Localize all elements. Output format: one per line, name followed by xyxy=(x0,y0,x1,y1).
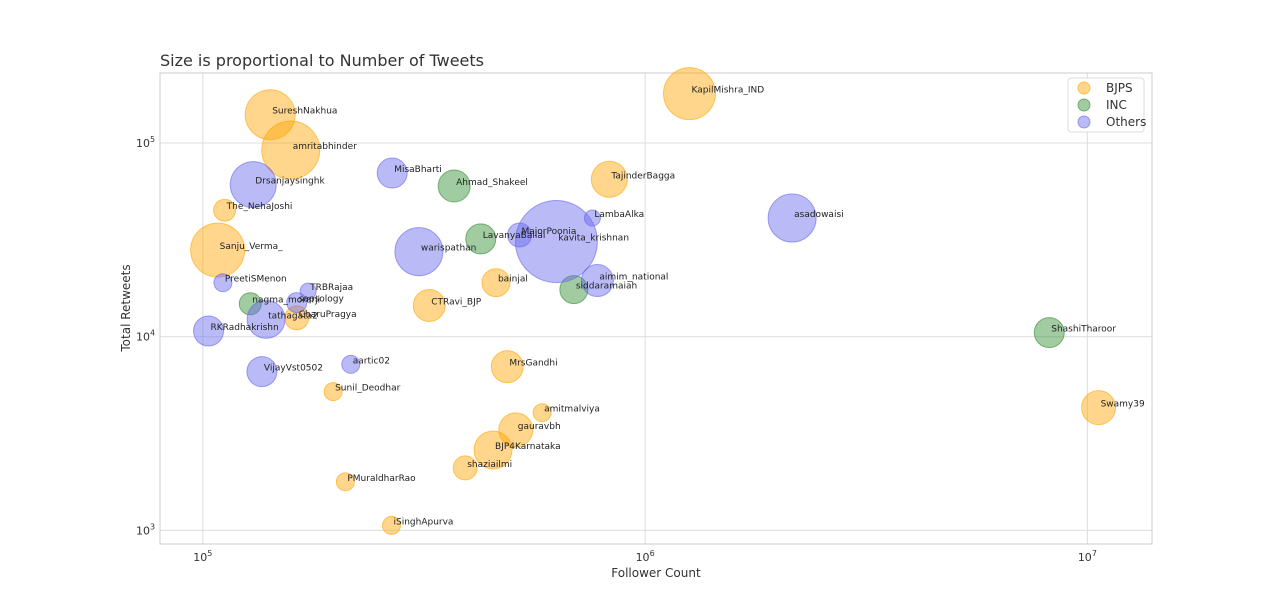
x-tick-label: 105 xyxy=(193,549,212,564)
bubble-label: iSinghApurva xyxy=(393,517,453,527)
bubble-label: ShashiTharoor xyxy=(1051,325,1116,335)
bubble-bjps xyxy=(490,350,524,384)
bubble-label: Sunil_Deodhar xyxy=(335,384,401,394)
bubble-bjps xyxy=(473,430,513,470)
y-axis-title: Total Retweets xyxy=(119,264,133,352)
bubble-others xyxy=(246,299,286,339)
y-tick-label: 104 xyxy=(136,329,155,344)
bubble-others xyxy=(193,315,225,347)
bubble-label: siddaramaiah xyxy=(576,282,637,292)
bubble-label: VijayVst0502 xyxy=(264,364,323,374)
bubble-bjps xyxy=(532,403,552,423)
bubble-inc xyxy=(238,292,262,316)
legend-marker xyxy=(1077,98,1091,112)
bubble-bjps xyxy=(1081,390,1117,426)
bubble-bjps xyxy=(481,268,511,298)
bubble-bjps xyxy=(213,198,237,222)
bubble-label: Sanju_Verma_ xyxy=(220,242,283,252)
bubble-label: nagma_morarji xyxy=(252,296,320,306)
bubble-others xyxy=(341,354,361,374)
y-tick-label: 103 xyxy=(136,522,155,537)
bubble-label: Swamy39 xyxy=(1101,400,1145,410)
bubble-bjps xyxy=(663,67,717,121)
bubble-label: amritabhinder xyxy=(293,142,357,152)
bubble-bjps xyxy=(381,515,401,535)
bubble-others xyxy=(767,193,817,243)
x-tick-label: 107 xyxy=(1078,549,1097,564)
bubble-others xyxy=(376,157,408,189)
legend-box xyxy=(1067,77,1145,133)
bubble-label: The_NehaJoshi xyxy=(226,202,293,212)
bubble-bjps xyxy=(323,382,343,402)
y-tick-labels: 103 104 105 xyxy=(136,135,155,537)
bubble-label: aimim_national xyxy=(599,273,668,283)
bubble-inc xyxy=(1033,317,1065,349)
bubble-label: CharuPragya xyxy=(299,310,357,320)
bubble-others xyxy=(514,200,598,284)
bubble-bjps xyxy=(190,222,246,278)
x-tick-labels: 105 106 107 xyxy=(193,549,1097,564)
x-tick-label: 106 xyxy=(636,549,655,564)
bubble-label: asadowaisi xyxy=(794,210,844,220)
bubble-label: MisaBharti xyxy=(394,165,442,175)
bubble-bjps xyxy=(335,472,355,492)
bubble-label: RKRadhakrishn xyxy=(211,323,279,333)
bubble-others xyxy=(229,161,277,209)
bubble-label: amitmalviya xyxy=(544,405,600,415)
bubble-bjps xyxy=(590,160,628,198)
bubble-label: sapsology xyxy=(299,295,345,305)
bubble-label: warispathan xyxy=(421,244,476,254)
bubble-bjps xyxy=(244,89,296,141)
bubble-label: bainjal xyxy=(498,275,528,285)
y-tick-label: 105 xyxy=(136,135,155,150)
bubble-inc xyxy=(437,169,471,203)
bubble-others xyxy=(580,264,614,298)
bubble-label: shaziailmi xyxy=(467,460,512,470)
bubble-label: CTRavi_BJP xyxy=(431,297,482,307)
bubble-label: PreetiSMenon xyxy=(225,275,287,285)
bubble-label: TRBRajaa xyxy=(309,283,353,293)
grid xyxy=(160,73,1152,544)
bubble-bjps xyxy=(452,455,478,481)
bubble-bjps xyxy=(261,120,321,180)
bubble-label: PMuraldharRao xyxy=(347,474,416,484)
bubble-label: BJP4Karnataka xyxy=(495,442,561,452)
bubble-others xyxy=(213,273,233,293)
bubble-label: MrsGandhi xyxy=(509,359,557,369)
bubble-label: LavanyaBallal xyxy=(483,231,546,241)
bubble-label: KapilMishra_IND xyxy=(692,86,765,96)
legend-label: Others xyxy=(1106,115,1146,129)
legend-label: BJPS xyxy=(1106,81,1133,95)
bubble-label: SureshNakhua xyxy=(272,107,337,117)
data-labels: KapilMishra_IND SureshNakhua amritabhinder… xyxy=(211,86,1145,528)
bubble-label: LambaAlka xyxy=(594,210,644,220)
bubble-others xyxy=(286,292,308,314)
bubble-label: Ahmad_Shakeel xyxy=(456,178,528,188)
bubble-label: TajinderBagga xyxy=(610,171,675,181)
bubble-inc xyxy=(559,275,589,305)
bubble-inc xyxy=(465,223,497,255)
plot-area xyxy=(159,72,1153,545)
chart-title: Size is proportional to Number of Tweets xyxy=(160,51,484,70)
legend-marker xyxy=(1077,115,1091,129)
legend-marker xyxy=(1077,81,1091,95)
bubble-others xyxy=(583,209,601,227)
bubble-label: tathagata2 xyxy=(268,311,318,321)
legend: BJPS INC Others xyxy=(1067,77,1146,133)
bubble-label: gauravbh xyxy=(518,422,561,432)
bubble-label: aartic02 xyxy=(353,356,390,366)
x-axis-title: Follower Count xyxy=(611,566,701,580)
bubble-bjps xyxy=(498,412,534,448)
bubble-bjps xyxy=(412,288,446,322)
bubble-others xyxy=(394,227,444,277)
bubble-label: kavita_krishnan xyxy=(558,234,629,244)
bubble-others xyxy=(246,356,278,388)
legend-label: INC xyxy=(1106,98,1127,112)
data-points xyxy=(190,67,1117,535)
bubble-label: MajorPoonia xyxy=(522,227,577,237)
bubble-others xyxy=(299,282,317,300)
bubble-label: Drsanjaysinghk xyxy=(255,177,325,187)
